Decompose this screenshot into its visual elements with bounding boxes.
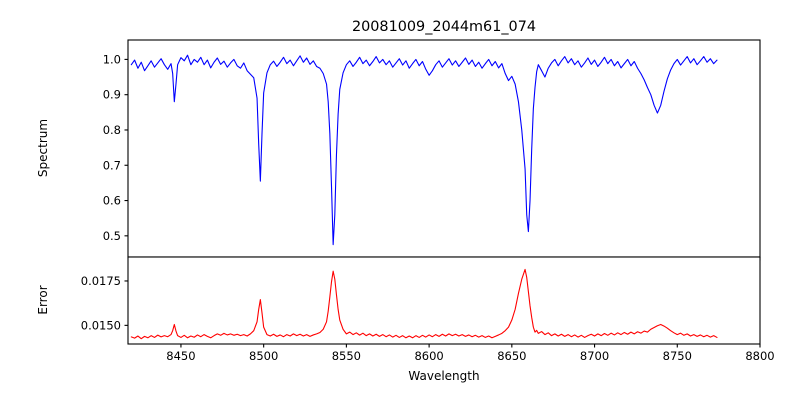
spectrum-y-axis-label: Spectrum: [36, 119, 50, 177]
y-tick-label: 0.6: [103, 194, 121, 208]
spectrum-panel: 0.5 0.6 0.7 0.8 0.9 1.0 Spectrum: [36, 39, 761, 261]
y-tick-label: 0.8: [103, 123, 121, 137]
y-tick-label: 0.0175: [81, 274, 121, 288]
x-tick-label: 8650: [497, 349, 526, 363]
x-tick-label: 8700: [580, 349, 609, 363]
page-title: 20081009_2044m61_074: [352, 19, 536, 35]
spectrum-data-line: [130, 54, 718, 246]
x-tick-label: 8750: [663, 349, 692, 363]
x-tick-label: 8600: [414, 349, 443, 363]
y-tick-label: 0.0150: [81, 318, 121, 332]
x-tick-label: 8450: [166, 349, 195, 363]
error-data-line: [130, 268, 718, 340]
error-y-axis-ticks: 0.0150 0.0175: [81, 274, 128, 332]
error-x-axis-ticks: 8450 8500 8550 8600 8650 8700 8750 8800: [166, 344, 775, 363]
y-tick-label: 0.5: [103, 229, 121, 243]
x-tick-label: 8550: [332, 349, 361, 363]
spectrum-plot-area: [128, 40, 760, 257]
spectrum-y-axis-ticks: 0.5 0.6 0.7 0.8 0.9 1.0: [103, 52, 128, 243]
x-tick-label: 8500: [249, 349, 278, 363]
error-y-axis-label: Error: [36, 285, 50, 314]
x-axis-label: Wavelength: [408, 369, 479, 383]
error-axes-frame: [127, 256, 761, 345]
x-tick-label: 8800: [745, 349, 774, 363]
error-plot-area: [128, 257, 760, 344]
y-tick-label: 0.7: [103, 158, 121, 172]
y-tick-label: 0.9: [103, 88, 121, 102]
error-panel: 0.0150 0.0175 8450 8500 8550 8600 8650 8700 875…: [36, 256, 775, 383]
y-tick-label: 1.0: [103, 52, 121, 66]
